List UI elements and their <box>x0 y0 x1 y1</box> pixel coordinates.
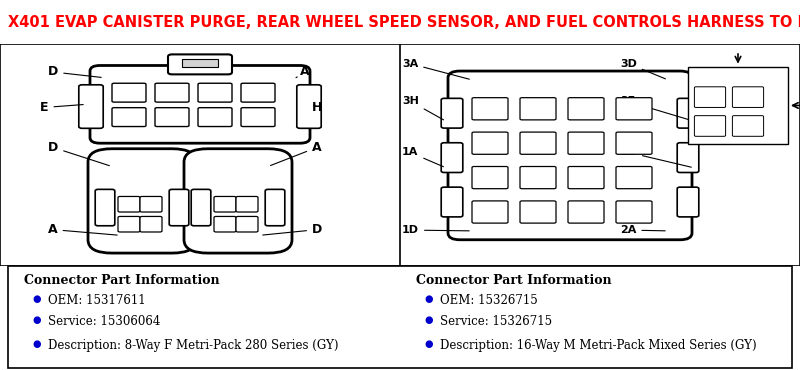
FancyBboxPatch shape <box>90 65 310 143</box>
FancyBboxPatch shape <box>140 216 162 232</box>
Text: A: A <box>296 65 310 78</box>
FancyBboxPatch shape <box>155 108 189 127</box>
FancyBboxPatch shape <box>694 87 726 107</box>
FancyBboxPatch shape <box>472 98 508 120</box>
FancyBboxPatch shape <box>184 149 292 253</box>
FancyBboxPatch shape <box>520 132 556 154</box>
FancyBboxPatch shape <box>95 189 115 226</box>
Text: ●: ● <box>32 315 41 326</box>
FancyBboxPatch shape <box>616 98 652 120</box>
FancyBboxPatch shape <box>236 216 258 232</box>
FancyBboxPatch shape <box>733 116 763 136</box>
Text: ●: ● <box>424 294 433 304</box>
FancyBboxPatch shape <box>520 98 556 120</box>
FancyBboxPatch shape <box>118 216 140 232</box>
FancyBboxPatch shape <box>568 132 604 154</box>
Text: Service: 15306064: Service: 15306064 <box>48 315 160 329</box>
FancyBboxPatch shape <box>266 189 285 226</box>
Text: ●: ● <box>424 339 433 349</box>
FancyBboxPatch shape <box>568 98 604 120</box>
Text: 2D: 2D <box>620 147 691 167</box>
Text: D: D <box>262 223 322 236</box>
FancyBboxPatch shape <box>677 98 699 128</box>
FancyBboxPatch shape <box>442 187 462 217</box>
FancyBboxPatch shape <box>616 201 652 223</box>
Text: 1D: 1D <box>402 225 470 235</box>
FancyBboxPatch shape <box>214 196 236 212</box>
FancyBboxPatch shape <box>694 116 726 136</box>
FancyBboxPatch shape <box>112 83 146 102</box>
Text: OEM: 15317611: OEM: 15317611 <box>48 294 146 307</box>
FancyBboxPatch shape <box>241 108 275 127</box>
Text: ●: ● <box>32 294 41 304</box>
FancyBboxPatch shape <box>472 132 508 154</box>
FancyBboxPatch shape <box>472 201 508 223</box>
FancyBboxPatch shape <box>520 166 556 189</box>
FancyBboxPatch shape <box>568 201 604 223</box>
Text: Connector Part Information: Connector Part Information <box>24 274 220 287</box>
FancyBboxPatch shape <box>170 189 189 226</box>
FancyBboxPatch shape <box>520 201 556 223</box>
FancyBboxPatch shape <box>118 196 140 212</box>
Text: H: H <box>312 101 322 114</box>
FancyBboxPatch shape <box>155 83 189 102</box>
FancyBboxPatch shape <box>140 196 162 212</box>
Text: 3H: 3H <box>402 96 443 120</box>
Text: D: D <box>48 65 102 78</box>
Text: E: E <box>40 101 83 114</box>
Text: OEM: 15326715: OEM: 15326715 <box>440 294 538 307</box>
FancyBboxPatch shape <box>297 85 321 128</box>
Text: X401 EVAP CANISTER PURGE, REAR WHEEL SPEED SENSOR, AND FUEL CONTROLS HARNESS TO : X401 EVAP CANISTER PURGE, REAR WHEEL SPE… <box>8 15 800 30</box>
FancyBboxPatch shape <box>677 187 699 217</box>
FancyBboxPatch shape <box>448 71 692 240</box>
FancyBboxPatch shape <box>88 149 196 253</box>
FancyBboxPatch shape <box>442 143 462 172</box>
Text: ●: ● <box>32 339 41 349</box>
Text: A: A <box>270 141 322 165</box>
Text: 1A: 1A <box>402 147 443 167</box>
Text: Description: 8-Way F Metri-Pack 280 Series (GY): Description: 8-Way F Metri-Pack 280 Seri… <box>48 339 338 353</box>
FancyBboxPatch shape <box>677 143 699 172</box>
Text: ●: ● <box>424 315 433 326</box>
FancyBboxPatch shape <box>616 166 652 189</box>
Text: Description: 16-Way M Metri-Pack Mixed Series (GY): Description: 16-Way M Metri-Pack Mixed S… <box>440 339 757 353</box>
FancyBboxPatch shape <box>78 85 103 128</box>
FancyBboxPatch shape <box>214 216 236 232</box>
FancyBboxPatch shape <box>616 132 652 154</box>
Text: 3A: 3A <box>402 58 470 79</box>
FancyBboxPatch shape <box>191 189 211 226</box>
FancyBboxPatch shape <box>112 108 146 127</box>
FancyBboxPatch shape <box>568 166 604 189</box>
Text: A: A <box>48 223 118 236</box>
Text: 2A: 2A <box>620 225 666 235</box>
FancyBboxPatch shape <box>472 166 508 189</box>
Text: Connector Part Information: Connector Part Information <box>416 274 612 287</box>
FancyBboxPatch shape <box>733 87 763 107</box>
FancyBboxPatch shape <box>442 98 462 128</box>
Text: Service: 15326715: Service: 15326715 <box>440 315 552 329</box>
FancyBboxPatch shape <box>198 108 232 127</box>
Bar <box>182 59 218 67</box>
FancyBboxPatch shape <box>168 54 232 74</box>
Text: D: D <box>48 141 110 166</box>
FancyBboxPatch shape <box>241 83 275 102</box>
Text: 3E: 3E <box>620 96 691 120</box>
Bar <box>688 67 788 144</box>
FancyBboxPatch shape <box>198 83 232 102</box>
FancyBboxPatch shape <box>236 196 258 212</box>
Text: 3D: 3D <box>620 58 666 79</box>
